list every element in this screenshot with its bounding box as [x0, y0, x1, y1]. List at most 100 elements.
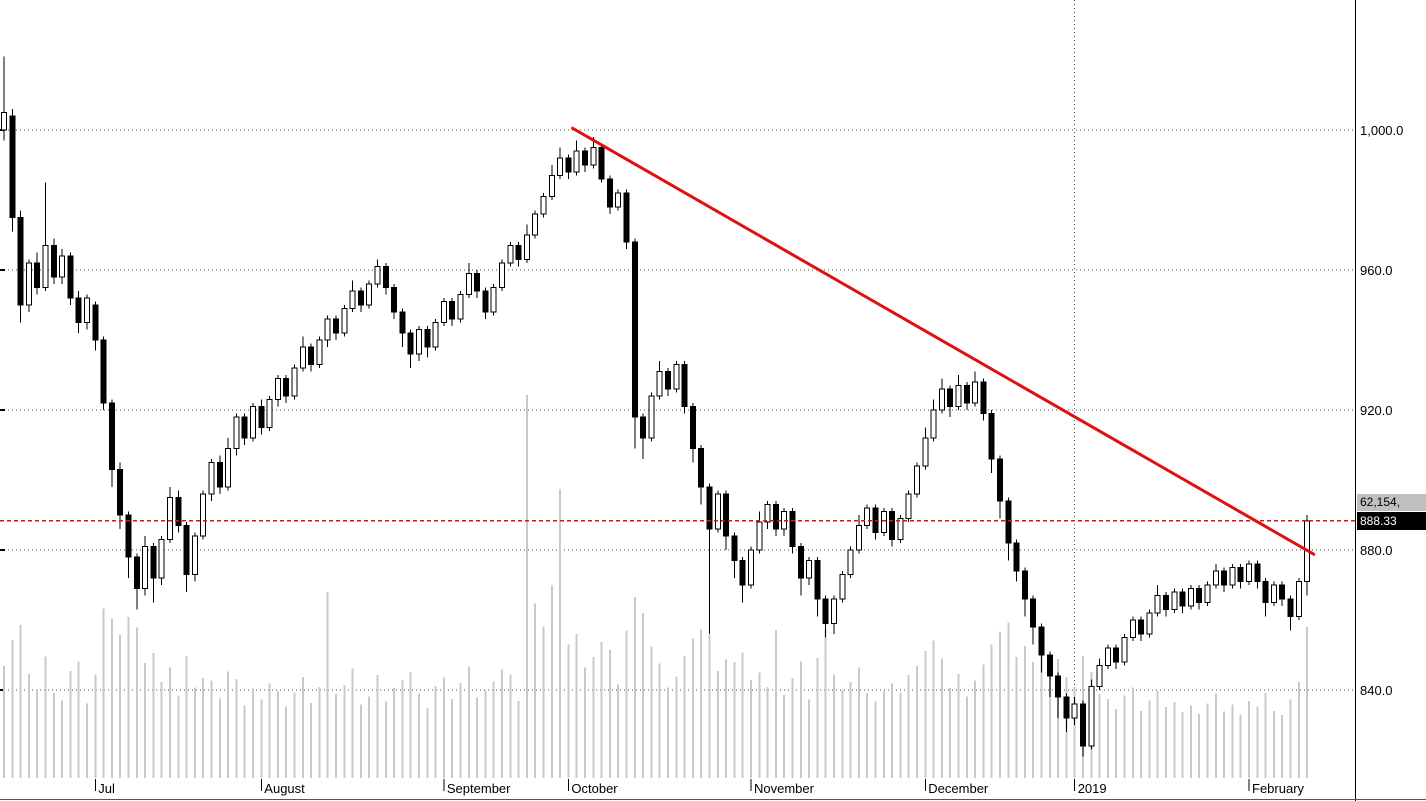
volume-bar — [1148, 700, 1151, 778]
volume-bar — [559, 489, 562, 778]
volume-bar — [351, 668, 354, 778]
candle-body — [233, 416, 240, 450]
volume-bar — [949, 688, 952, 778]
candle-body — [988, 413, 995, 460]
overlays — [0, 126, 1355, 556]
downtrend-line[interactable] — [571, 126, 1316, 556]
volume-bar — [119, 635, 122, 778]
candle-body — [598, 147, 605, 180]
volume-bar — [1173, 702, 1176, 778]
volume-bar — [393, 688, 396, 778]
volume-bars — [3, 395, 1309, 778]
volume-bar — [1106, 699, 1109, 778]
volume-bar — [833, 674, 835, 778]
candle-body — [947, 388, 954, 408]
volume-bar — [1248, 700, 1250, 778]
volume-bar — [492, 681, 495, 778]
volume-bar — [940, 658, 943, 778]
candle-body — [1179, 591, 1186, 607]
volume-bar — [700, 629, 703, 778]
candle-body — [648, 395, 655, 439]
candle-body — [739, 560, 746, 586]
candle-body — [150, 546, 157, 579]
candles — [1, 56, 1311, 757]
price-chart-canvas[interactable] — [0, 0, 1356, 801]
candle-body — [142, 546, 149, 590]
candle-body — [208, 462, 215, 495]
volume-bar — [426, 707, 429, 778]
volume-bar — [484, 690, 487, 778]
volume-bar — [916, 665, 918, 778]
volume-bar — [243, 705, 246, 778]
volume-bar — [1123, 695, 1126, 778]
volume-bar — [1189, 705, 1192, 778]
axis-divider-line — [1355, 0, 1356, 801]
volume-bar — [1131, 687, 1134, 778]
candle-body — [1146, 612, 1153, 635]
volume-bar — [708, 634, 711, 778]
volume-bar — [965, 696, 968, 778]
volume-bar — [1231, 704, 1234, 778]
candle-body — [590, 147, 597, 166]
candle-body — [216, 462, 223, 488]
volume-bar — [691, 638, 694, 778]
volume-bar — [44, 656, 47, 778]
volume-bar — [857, 667, 860, 778]
volume-bar — [1007, 622, 1010, 778]
volume-bar — [542, 626, 545, 778]
volume-bar — [550, 585, 553, 778]
candle-body — [523, 234, 530, 261]
candle-body — [822, 598, 829, 625]
candle-body — [117, 469, 124, 516]
volume-bar — [766, 686, 769, 778]
candle-body — [748, 549, 754, 586]
candle-body — [914, 465, 920, 495]
candle-body — [656, 371, 663, 397]
candle-body — [706, 486, 713, 530]
candle-body — [540, 196, 547, 215]
volume-bar — [584, 667, 586, 778]
volume-bar — [750, 680, 752, 778]
candle-body — [806, 560, 813, 579]
candle-body — [449, 301, 456, 320]
volume-bar — [575, 633, 578, 778]
volume-bar — [293, 692, 296, 778]
candle-body — [324, 318, 331, 341]
candle-body — [291, 367, 298, 397]
volume-bar — [227, 671, 230, 778]
volume-bar — [1057, 659, 1060, 778]
candle-body — [689, 406, 696, 450]
volume-bar — [1140, 710, 1143, 778]
candle-body — [316, 339, 323, 366]
volume-bar — [359, 704, 362, 778]
volume-bar — [36, 689, 39, 778]
candle-body — [125, 514, 132, 558]
candle-body — [1154, 595, 1161, 614]
volume-bar — [1272, 710, 1275, 778]
candle-body — [1021, 570, 1028, 600]
candle-body — [897, 518, 904, 541]
candle-body — [175, 497, 182, 527]
price-axis-label: 1,000.0 — [1360, 123, 1404, 138]
candle-body — [922, 437, 929, 467]
volume-bar — [658, 663, 661, 778]
candle-body — [1104, 647, 1111, 667]
candle-body — [1279, 584, 1286, 600]
volume-bar — [69, 670, 72, 778]
candle-body — [158, 539, 165, 579]
candle-body — [1163, 595, 1169, 611]
volume-bar — [758, 672, 761, 778]
volume-bar — [467, 666, 470, 778]
candle-body — [1262, 581, 1269, 604]
volume-bar — [276, 691, 279, 778]
candle-body — [50, 245, 57, 278]
volume-bar — [110, 618, 113, 778]
volume-bar — [1306, 627, 1309, 778]
last-price-badge: 888.33 — [1357, 511, 1426, 530]
volume-bar — [434, 686, 437, 778]
volume-bar — [725, 659, 728, 778]
volume-bar — [1181, 712, 1184, 778]
candle-body — [17, 217, 24, 306]
candle-body — [557, 157, 564, 177]
candle-body — [1113, 647, 1120, 663]
